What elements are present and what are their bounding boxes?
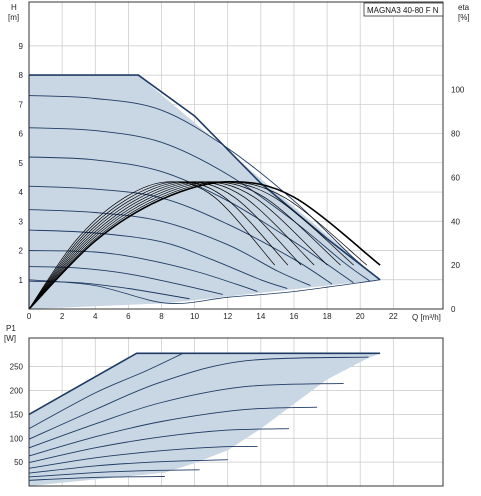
eta-curve — [28, 181, 315, 310]
eta-curve — [28, 181, 341, 310]
p1-tick-label: 150 — [10, 410, 24, 419]
head-envelope-area — [29, 75, 381, 309]
eta-tick-label: 100 — [451, 86, 465, 95]
head-curve — [28, 95, 381, 281]
q-tick-label: 16 — [290, 312, 299, 321]
h-tick-label: 9 — [19, 42, 24, 51]
head-curve — [28, 209, 311, 287]
h-tick-label: 3 — [19, 217, 24, 226]
q-axis-label: Q [m³/h] — [412, 313, 441, 322]
eta-curve — [28, 181, 289, 310]
head-plot-frame — [28, 1, 444, 310]
eta-curve — [28, 180, 381, 310]
h-tick-label: 8 — [19, 71, 24, 80]
power-curve — [28, 459, 228, 474]
head-curve — [28, 266, 223, 295]
power-curve — [28, 476, 165, 481]
power-curve — [28, 406, 318, 457]
power-envelope-area — [29, 353, 381, 486]
h-tick-label: 7 — [19, 100, 24, 109]
head-chart: 0 2 4 6 8 10 12 14 16 18 20 22123456789020406080100… — [8, 1, 470, 322]
p1-tick-label: 50 — [14, 458, 23, 467]
q-tick-label: 8 — [159, 312, 164, 321]
q-tick-label: 14 — [256, 312, 265, 321]
q-tick-label: 20 — [356, 312, 365, 321]
power-curve — [28, 428, 290, 464]
q-tick-label: 12 — [223, 312, 232, 321]
eta-axis-unit: [%] — [458, 13, 470, 22]
power-envelope-fill — [29, 353, 381, 486]
eta-tick-label: 60 — [451, 173, 460, 182]
p1-tick-label: 200 — [10, 387, 24, 396]
head-curve — [28, 156, 354, 284]
h-axis-label: H — [11, 3, 17, 12]
power-curve — [28, 352, 184, 430]
q-tick-label: 0 — [27, 312, 32, 321]
model-label: MAGNA3 40-80 F N — [367, 6, 439, 15]
head-curve — [28, 127, 371, 282]
eta-tick-label: 80 — [451, 130, 460, 139]
q-tick-label: 4 — [93, 312, 98, 321]
q-tick-label: 18 — [323, 312, 332, 321]
h-tick-label: 5 — [19, 159, 24, 168]
head-curve — [28, 229, 288, 289]
q-tick-label: 6 — [126, 312, 131, 321]
h-tick-label: 1 — [19, 276, 24, 285]
q-tick-label: 2 — [60, 312, 65, 321]
power-chart: 50 100 150 200 250 P1 [W] — [4, 324, 444, 487]
head-envelope-fill — [29, 75, 381, 309]
h-tick-label: 6 — [19, 130, 24, 139]
h-axis-unit: [m] — [8, 13, 19, 22]
eta-curve — [28, 181, 354, 310]
q-tick-label: 22 — [389, 312, 398, 321]
eta-axis-label: eta — [458, 3, 470, 12]
eta-tick-label: 0 — [451, 305, 456, 314]
p1-axis-label: P1 — [6, 324, 16, 333]
head-max-curve — [29, 74, 381, 281]
power-curves — [28, 352, 381, 481]
p1-axis-unit: [W] — [4, 334, 16, 343]
h-tick-label: 4 — [19, 188, 24, 197]
p1-tick-label: 250 — [10, 363, 24, 372]
power-curve — [28, 356, 369, 440]
head-curve — [28, 185, 333, 285]
eta-tick-label: 40 — [451, 217, 460, 226]
power-curve — [28, 469, 200, 478]
eta-curve — [28, 181, 328, 310]
power-curve — [28, 382, 344, 449]
h-tick-label: 2 — [19, 247, 24, 256]
eta-curves — [28, 180, 381, 310]
power-curve — [28, 445, 258, 469]
power-plot-frame — [28, 337, 444, 487]
power-tick-labels: 50 100 150 200 250 — [10, 363, 24, 467]
q-tick-label: 10 — [190, 312, 199, 321]
model-label-box — [363, 2, 444, 17]
eta-tick-label: 20 — [451, 261, 460, 270]
eta-curve — [28, 181, 302, 310]
eta-curve — [28, 181, 276, 310]
power-max-curve — [28, 352, 381, 416]
head-min-curve — [28, 279, 381, 304]
eta-curve — [28, 181, 368, 310]
p1-tick-label: 100 — [10, 434, 24, 443]
